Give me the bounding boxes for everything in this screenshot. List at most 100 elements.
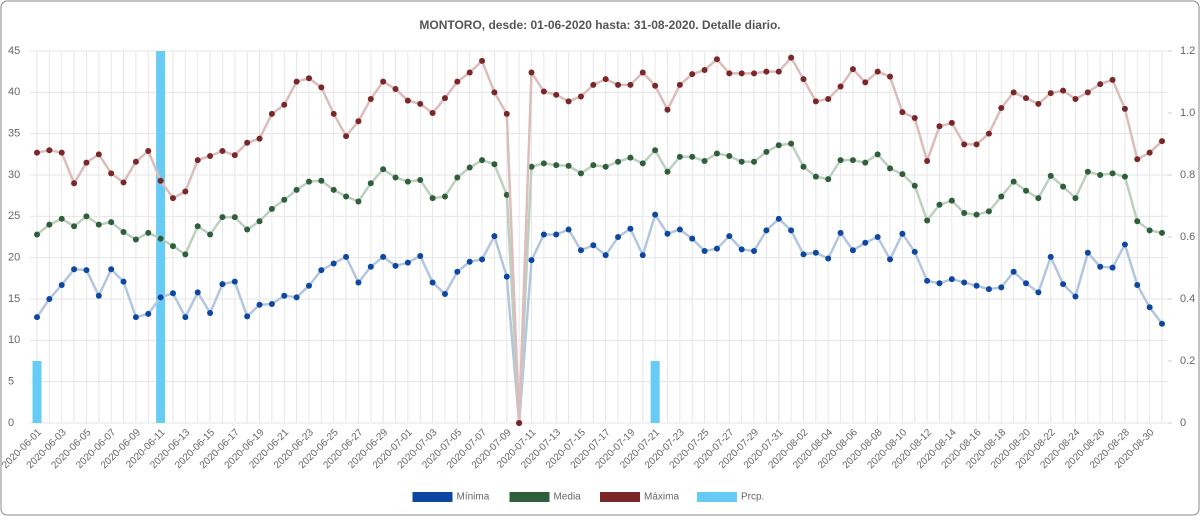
point [429,110,436,116]
point [367,263,374,270]
point [293,78,300,85]
point [479,157,486,164]
point [58,215,65,222]
point [775,68,782,75]
point [34,231,40,238]
point [417,253,424,260]
point [58,149,65,156]
point [268,300,275,307]
point [305,282,312,289]
point [441,95,448,102]
point [565,162,572,169]
point [639,252,646,259]
point [590,242,597,249]
point [281,101,288,108]
point [874,68,881,75]
point [1134,281,1141,288]
legend-label: Mínima [457,492,490,503]
point [1060,87,1067,94]
point [998,193,1005,200]
point [145,310,152,317]
point [985,286,992,293]
point [491,89,498,96]
point [108,266,115,273]
point [1023,187,1030,194]
point [676,81,683,88]
point [231,152,238,159]
point [862,159,869,166]
point [1097,81,1104,88]
point [1047,90,1054,97]
point [726,233,733,240]
point [701,248,708,255]
point [182,251,189,258]
point [553,231,560,238]
point [343,133,350,140]
point [825,95,832,102]
point [911,114,918,121]
point [1121,105,1128,112]
point [837,229,844,236]
point [627,81,634,88]
point [157,177,164,184]
point [83,267,90,274]
point [1134,218,1141,225]
point [454,174,461,181]
point [169,290,176,297]
y-tick-label: 25 [8,210,20,222]
point [95,151,102,158]
point [256,135,263,142]
point [652,147,659,154]
point [998,284,1005,291]
point [293,294,300,301]
point [466,164,473,171]
point [998,105,1005,112]
point [194,223,201,230]
point [380,166,387,173]
y-tick-label: 10 [8,334,20,346]
point [1121,241,1128,248]
point [763,148,770,155]
point [849,157,856,164]
point [911,182,918,189]
point [973,282,980,289]
point [627,225,634,232]
point [330,110,337,117]
point [1084,89,1091,96]
y-tick-label: 30 [8,169,20,181]
point [1134,156,1141,163]
y2-tick-label: 1.0 [1180,107,1195,119]
point [800,251,807,258]
point [132,236,139,243]
point [441,291,448,298]
point [602,163,609,170]
point [256,301,263,308]
point [775,215,782,222]
point [528,257,535,264]
point [1146,227,1153,234]
point [849,66,856,73]
point [132,314,139,321]
point [46,296,53,302]
point [145,148,152,155]
point [404,259,411,266]
point [590,162,597,169]
y2-tick-label: 0 [1180,417,1186,429]
point [1047,253,1054,260]
point [71,180,78,187]
point [281,292,288,299]
point [676,226,683,233]
point [664,106,671,113]
point [973,141,980,148]
point [182,188,189,195]
point [108,170,115,177]
point [268,205,275,212]
point [701,157,708,164]
point [1097,263,1104,270]
point [577,247,584,254]
point [924,217,931,224]
point [788,140,795,147]
point [689,153,696,160]
point [812,249,819,256]
point [454,268,461,275]
